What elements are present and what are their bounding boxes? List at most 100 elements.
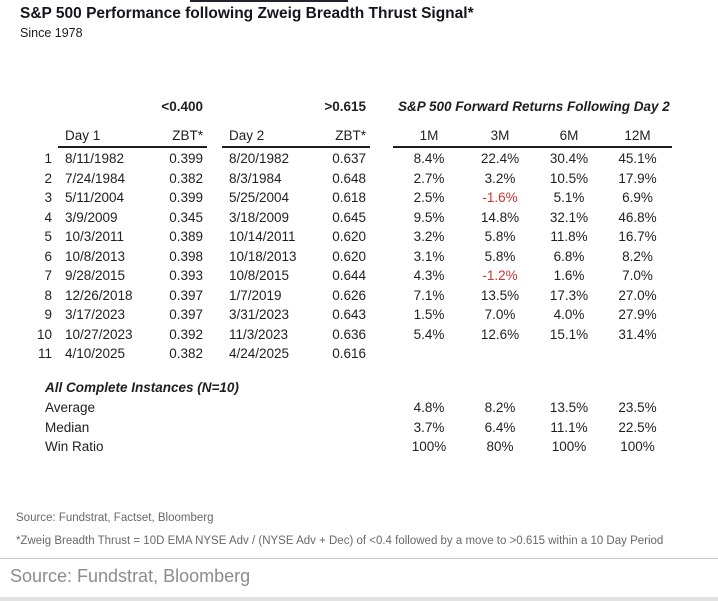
return-6m: 32.1%	[549, 209, 589, 225]
return-6m: 10.5%	[549, 170, 589, 186]
return-1m: 7.1%	[413, 287, 445, 303]
return-12m: 45.1%	[618, 151, 657, 167]
day2-date: 8/20/1982	[229, 151, 290, 167]
table-row: 7 9/28/2015 0.393 10/8/2015 0.644 4.3% -…	[20, 266, 672, 286]
summary-label: Average	[45, 400, 96, 416]
table-row: 10 10/27/2023 0.392 11/3/2023 0.636 5.4%…	[20, 325, 672, 345]
day1-zbt: 0.389	[169, 229, 203, 245]
return-1m: 1.5%	[413, 307, 445, 323]
day2-zbt: 0.618	[332, 190, 366, 206]
summary-row-win-ratio: Win Ratio 100% 80% 100% 100%	[20, 437, 672, 457]
day2-date: 8/3/1984	[229, 170, 282, 186]
summary-heading: All Complete Instances (N=10)	[45, 380, 239, 395]
day1-zbt: 0.345	[169, 209, 203, 225]
return-3m: 7.0%	[484, 307, 516, 323]
summary-6m: 100%	[551, 439, 587, 455]
day2-zbt: 0.644	[332, 268, 366, 284]
return-12m: 27.9%	[618, 307, 657, 323]
return-3m: -1.2%	[482, 268, 518, 284]
return-1m: 3.1%	[413, 248, 445, 264]
row-number: 8	[44, 287, 52, 303]
row-number: 4	[44, 209, 52, 225]
day1-date: 4/10/2025	[65, 346, 126, 362]
day2-zbt: 0.648	[332, 170, 366, 186]
summary-1m: 4.8%	[413, 400, 445, 416]
col-6m: 6M	[535, 128, 603, 148]
day2-zbt: 0.626	[332, 287, 366, 303]
forward-returns-heading: S&P 500 Forward Returns Following Day 2	[398, 98, 670, 114]
day1-date: 7/24/1984	[65, 170, 126, 186]
day2-zbt: 0.620	[332, 229, 366, 245]
row-number: 2	[44, 170, 52, 186]
summary-3m: 8.2%	[484, 400, 516, 416]
col-3m: 3M	[465, 128, 535, 148]
return-3m: 13.5%	[480, 287, 520, 303]
return-12m: 8.2%	[622, 248, 653, 264]
day2-zbt: 0.643	[332, 307, 366, 323]
day2-zbt: 0.637	[332, 151, 366, 167]
return-1m: 9.5%	[413, 209, 445, 225]
table-row: 6 10/8/2013 0.398 10/18/2013 0.620 3.1% …	[20, 247, 672, 267]
page-title: S&P 500 Performance following Zweig Brea…	[20, 5, 474, 22]
day2-date: 3/18/2009	[229, 209, 290, 225]
summary-12m: 100%	[620, 439, 655, 455]
col-day2: Day 2	[222, 128, 315, 148]
day2-zbt: 0.645	[332, 209, 366, 225]
day2-date: 5/25/2004	[229, 190, 290, 206]
return-3m: 22.4%	[480, 151, 520, 167]
return-12m: 27.0%	[618, 287, 657, 303]
return-6m: 1.6%	[553, 268, 585, 284]
return-12m: 6.9%	[622, 190, 653, 206]
return-12m: 46.8%	[618, 209, 657, 225]
table-row: 4 3/9/2009 0.345 3/18/2009 0.645 9.5% 14…	[20, 208, 672, 228]
day2-date: 10/14/2011	[229, 229, 296, 245]
day2-date: 11/3/2023	[229, 326, 289, 342]
day2-zbt: 0.616	[332, 346, 366, 362]
summary-label: Median	[45, 419, 90, 435]
return-12m: 31.4%	[618, 326, 657, 342]
threshold-row: <0.400 >0.615 S&P 500 Forward Returns Fo…	[20, 96, 672, 116]
return-6m: 17.3%	[549, 287, 589, 303]
return-3m: 5.8%	[484, 229, 516, 245]
table-header-row: Day 1 ZBT* Day 2 ZBT* 1M 3M 6M 12M	[20, 126, 672, 148]
definition-footnote: *Zweig Breadth Thrust = 10D EMA NYSE Adv…	[16, 535, 664, 547]
day2-zbt: 0.620	[332, 248, 366, 264]
return-6m: 15.1%	[549, 326, 589, 342]
day1-zbt: 0.399	[169, 190, 203, 206]
return-1m: 2.7%	[413, 170, 445, 186]
return-3m: 3.2%	[484, 170, 516, 186]
source-footnote: Source: Fundstrat, Factset, Bloomberg	[16, 512, 214, 524]
return-6m: 30.4%	[549, 151, 589, 167]
table-row: 2 7/24/1984 0.382 8/3/1984 0.648 2.7% 3.…	[20, 169, 672, 189]
day1-date: 8/11/1982	[65, 151, 125, 167]
summary-6m: 13.5%	[549, 400, 589, 416]
day1-date: 5/11/2004	[65, 190, 125, 206]
return-12m: 16.7%	[618, 229, 657, 245]
row-number: 6	[44, 248, 52, 264]
day1-threshold: <0.400	[161, 98, 203, 114]
day1-zbt: 0.382	[169, 346, 203, 362]
day2-zbt: 0.636	[332, 326, 366, 342]
summary-row-average: Average 4.8% 8.2% 13.5% 23.5%	[20, 398, 672, 418]
day1-zbt: 0.392	[169, 326, 203, 342]
table-row: 5 10/3/2011 0.389 10/14/2011 0.620 3.2% …	[20, 227, 672, 247]
caption-divider	[0, 558, 718, 559]
day1-zbt: 0.399	[169, 151, 203, 167]
table-row: 1 8/11/1982 0.399 8/20/1982 0.637 8.4% 2…	[20, 149, 672, 169]
summary-3m: 80%	[486, 439, 514, 455]
col-zbt1: ZBT*	[150, 128, 207, 148]
summary-3m: 6.4%	[484, 419, 516, 435]
summary-6m: 11.1%	[550, 419, 588, 435]
top-crop-line	[190, 0, 348, 2]
return-3m: 14.8%	[480, 209, 520, 225]
return-3m: -1.6%	[482, 190, 518, 206]
bottom-source-caption: Source: Fundstrat, Bloomberg	[10, 566, 251, 586]
table-row: 9 3/17/2023 0.397 3/31/2023 0.643 1.5% 7…	[20, 305, 672, 325]
table-row: 11 4/10/2025 0.382 4/24/2025 0.616	[20, 344, 672, 364]
day1-date: 10/27/2023	[65, 326, 133, 342]
col-day1: Day 1	[58, 128, 150, 148]
row-number: 1	[44, 151, 52, 167]
table-row: 8 12/26/2018 0.397 1/7/2019 0.626 7.1% 1…	[20, 286, 672, 306]
summary-12m: 22.5%	[618, 419, 657, 435]
